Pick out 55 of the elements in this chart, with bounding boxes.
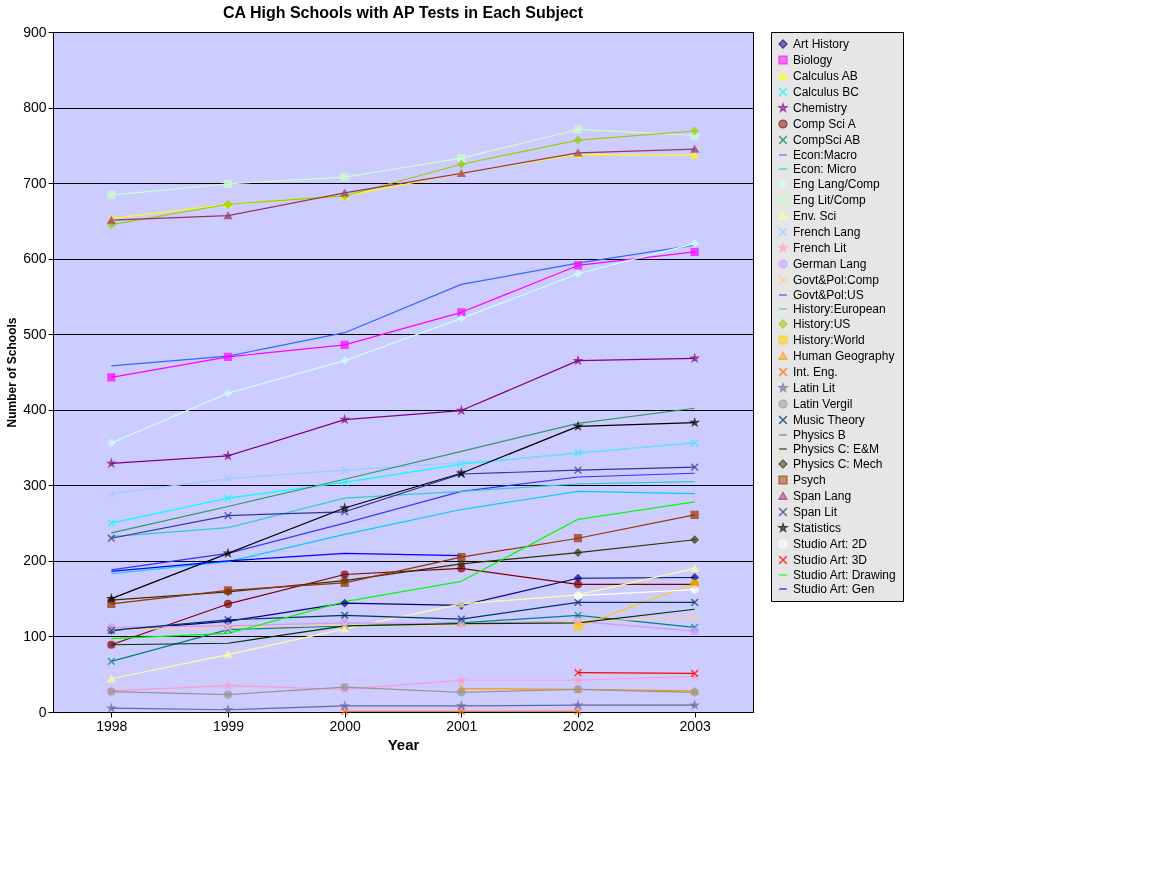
legend-label: Studio Art: Drawing bbox=[793, 568, 896, 582]
legend-label: Latin Vergil bbox=[793, 397, 853, 411]
legend-label: History:US bbox=[793, 317, 851, 331]
legend-label: Music Theory bbox=[793, 413, 865, 427]
legend-label: Physics C: E&M bbox=[793, 442, 880, 456]
legend-label: Studio Art: Gen bbox=[793, 582, 875, 596]
x-tick-label: 2001 bbox=[446, 717, 478, 734]
legend-label: Comp Sci A bbox=[793, 117, 856, 131]
y-tick-label: 400 bbox=[23, 401, 47, 418]
legend-label: Econ: Micro bbox=[793, 162, 857, 176]
legend-label: Human Geography bbox=[793, 349, 895, 363]
y-tick-label: 100 bbox=[23, 627, 47, 644]
legend-label: Govt&Pol:US bbox=[793, 288, 864, 302]
x-axis-title: Year bbox=[387, 735, 420, 753]
legend-label: Physics C: Mech bbox=[793, 457, 883, 471]
legend-label: Env. Sci bbox=[793, 209, 837, 223]
y-tick-label: 600 bbox=[23, 250, 47, 267]
legend-label: Latin Lit bbox=[793, 381, 836, 395]
legend-label: German Lang bbox=[793, 257, 867, 271]
y-tick-label: 700 bbox=[23, 174, 47, 191]
legend-label: Studio Art: 2D bbox=[793, 537, 868, 551]
y-tick-label: 900 bbox=[23, 23, 47, 40]
legend-label: Art History bbox=[793, 37, 850, 51]
legend-label: Statistics bbox=[793, 521, 842, 535]
legend-label: CompSci AB bbox=[793, 133, 861, 147]
y-tick-label: 300 bbox=[23, 476, 47, 493]
y-tick-label: 800 bbox=[23, 99, 47, 116]
y-tick-label: 0 bbox=[38, 703, 47, 720]
x-tick-label: 2003 bbox=[679, 717, 711, 734]
legend-label: Span Lang bbox=[793, 489, 852, 503]
y-tick-label: 200 bbox=[23, 552, 47, 569]
legend-label: Govt&Pol:Comp bbox=[793, 273, 880, 287]
legend-label: History:European bbox=[793, 302, 886, 316]
legend-label: History:World bbox=[793, 333, 865, 347]
legend-label: Eng Lit/Comp bbox=[793, 193, 867, 207]
x-tick-label: 1999 bbox=[212, 717, 245, 734]
legend-label: Calculus BC bbox=[793, 85, 860, 99]
legend-label: French Lit bbox=[793, 241, 848, 255]
legend-label: Biology bbox=[793, 53, 833, 67]
legend-label: Physics B bbox=[793, 428, 846, 442]
legend-label: Span Lit bbox=[793, 505, 838, 519]
legend-label: Chemistry bbox=[793, 101, 848, 115]
legend-label: Eng Lang/Comp bbox=[793, 177, 881, 191]
legend-label: Int. Eng. bbox=[793, 365, 838, 379]
legend-label: Econ:Macro bbox=[793, 148, 858, 162]
legend-label: French Lang bbox=[793, 225, 861, 239]
x-tick-label: 2000 bbox=[329, 717, 361, 734]
y-tick-label: 500 bbox=[23, 325, 47, 342]
x-tick-label: 2002 bbox=[562, 717, 595, 734]
legend-label: Calculus AB bbox=[793, 69, 858, 83]
legend-label: Studio Art: 3D bbox=[793, 553, 868, 567]
x-tick-label: 1998 bbox=[96, 717, 128, 734]
y-axis-title: Number of Schools bbox=[5, 317, 20, 428]
chart-title: CA High Schools with AP Tests in Each Subject bbox=[222, 4, 584, 21]
legend-label: Psych bbox=[793, 473, 826, 487]
